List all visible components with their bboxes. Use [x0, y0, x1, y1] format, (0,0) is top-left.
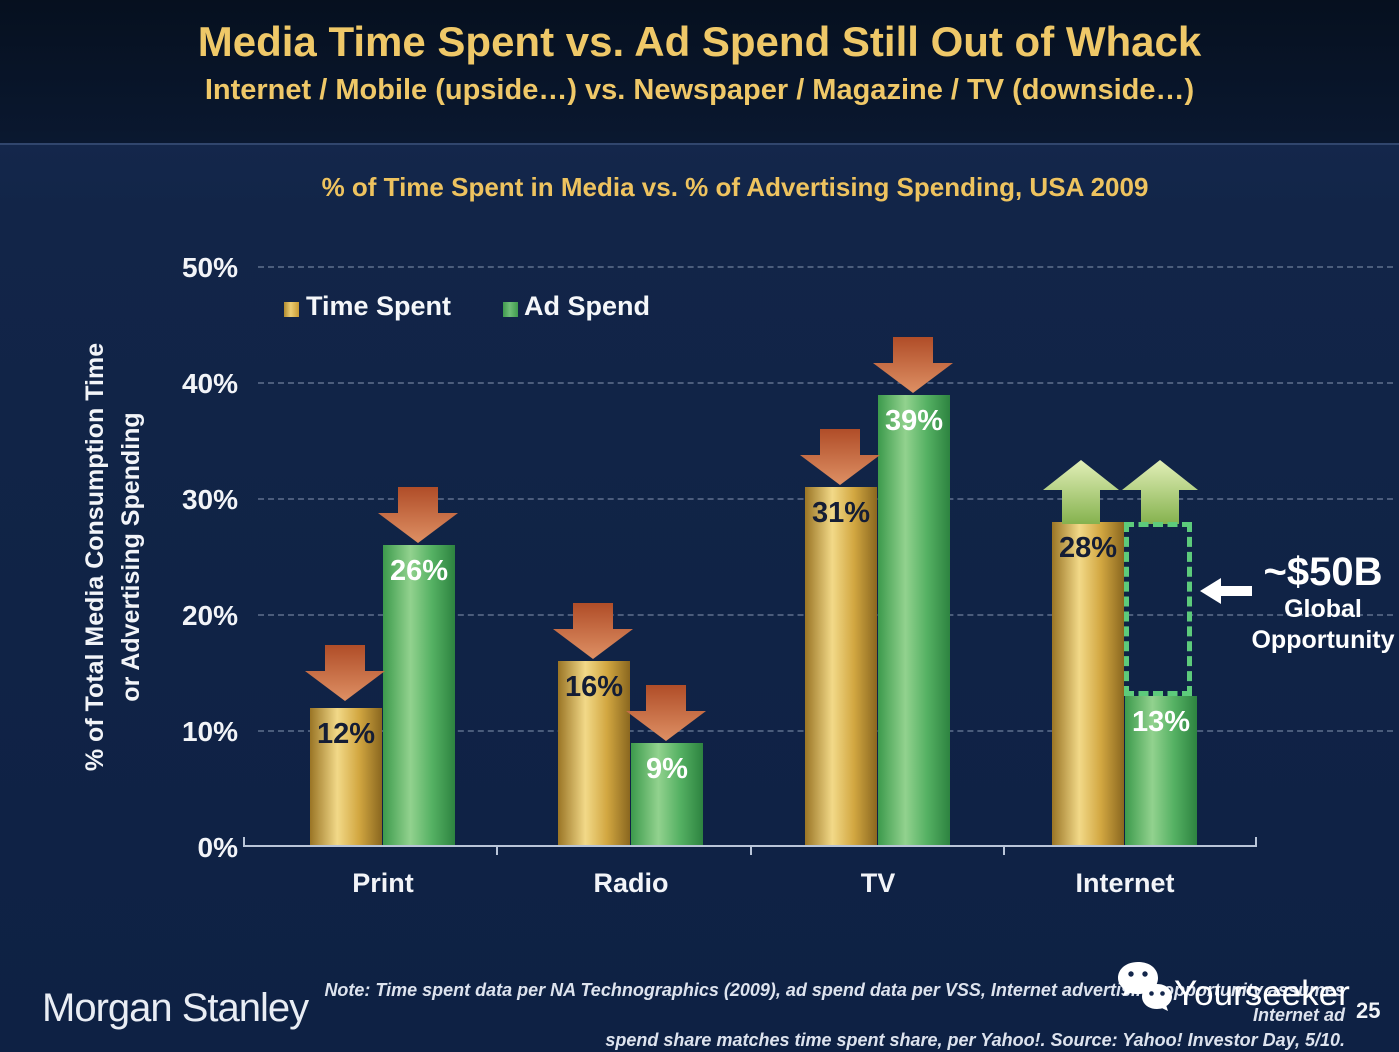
x-axis-tick: [1003, 845, 1005, 855]
bar-time-spent-radio: 16%: [558, 661, 630, 847]
source-note-line2: spend share matches time spent share, pe…: [605, 1029, 1345, 1050]
bar-time-spent-tv: 31%: [805, 487, 877, 847]
y-axis-title-line2: or Advertising Spending: [117, 412, 145, 702]
up-arrow-icon: [1122, 460, 1198, 529]
chart-title: % of Time Spent in Media vs. % of Advert…: [321, 172, 1149, 202]
bar-value-label: 9%: [646, 753, 688, 785]
x-label-radio: Radio: [593, 868, 669, 898]
opportunity-value: ~$50B: [1263, 550, 1383, 594]
up-arrow-icon: [1043, 460, 1119, 529]
y-tick-40: 40%: [181, 368, 238, 399]
opportunity-label-line2: Opportunity: [1251, 626, 1395, 655]
gridline-50: [258, 266, 1393, 268]
slide-header: Media Time Spent vs. Ad Spend Still Out …: [0, 0, 1399, 145]
legend-swatch-ad-spend: [503, 302, 518, 317]
watermark: Yourseeker: [1116, 960, 1376, 1018]
watermark-text: Yourseeker: [1174, 974, 1350, 1013]
bar-value-label: 26%: [389, 555, 449, 587]
x-axis-tick: [496, 845, 498, 855]
bar-ad-spend-tv: 39%: [878, 395, 950, 847]
down-arrow-icon: [800, 429, 880, 490]
y-tick-30: 30%: [181, 484, 238, 515]
legend-swatch-time-spent: [284, 302, 299, 317]
bar-ad-spend-internet: 13%: [1125, 696, 1197, 847]
left-arrow-icon: [1200, 576, 1252, 611]
y-tick-50: 50%: [181, 252, 238, 283]
slide-subtitle: Internet / Mobile (upside…) vs. Newspape…: [204, 74, 1195, 106]
bar-value-label: 31%: [811, 497, 871, 529]
x-axis-endcap: [243, 837, 245, 847]
down-arrow-icon: [305, 645, 385, 706]
page-number: 25: [1356, 998, 1381, 1023]
x-label-internet: Internet: [1075, 868, 1175, 898]
slide-title: Media Time Spent vs. Ad Spend Still Out …: [197, 18, 1202, 65]
bar-value-label: 16%: [564, 671, 624, 703]
bar-value-label: 12%: [316, 718, 376, 750]
down-arrow-icon: [626, 685, 706, 746]
y-tick-0: 0%: [197, 832, 238, 863]
x-label-tv: TV: [860, 868, 896, 898]
morgan-stanley-logo: Morgan Stanley: [42, 986, 309, 1030]
x-label-print: Print: [352, 868, 414, 898]
down-arrow-icon: [553, 603, 633, 664]
bar-time-spent-internet: 28%: [1052, 522, 1124, 847]
opportunity-annotation: ~$50B Global Opportunity: [1248, 550, 1398, 657]
source-note: Note: Time spent data per NA Technograph…: [305, 978, 1345, 1052]
bar-time-spent-print: 12%: [310, 708, 382, 847]
bar-value-label: 13%: [1131, 706, 1191, 738]
y-tick-20: 20%: [181, 600, 238, 631]
source-note-line1: Note: Time spent data per NA Technograph…: [324, 980, 1345, 1025]
legend-label-time-spent: Time Spent: [306, 291, 452, 321]
opportunity-dashed-box: [1124, 522, 1192, 696]
bar-ad-spend-radio: 9%: [631, 743, 703, 847]
bar-value-label: 39%: [884, 405, 944, 437]
bar-ad-spend-print: 26%: [383, 545, 455, 847]
gridline-40: [258, 382, 1393, 384]
y-axis-title-line1: % of Total Media Consumption Time: [80, 342, 109, 772]
x-axis-tick: [750, 845, 752, 855]
legend-label-ad-spend: Ad Spend: [524, 291, 650, 321]
down-arrow-icon: [378, 487, 458, 548]
y-tick-10: 10%: [181, 716, 238, 747]
opportunity-label-line1: Global: [1284, 595, 1362, 623]
x-axis-endcap: [1255, 837, 1257, 847]
bar-value-label: 28%: [1058, 532, 1118, 564]
y-axis-title: % of Total Media Consumption Time or Adv…: [77, 257, 150, 857]
down-arrow-icon: [873, 337, 953, 398]
